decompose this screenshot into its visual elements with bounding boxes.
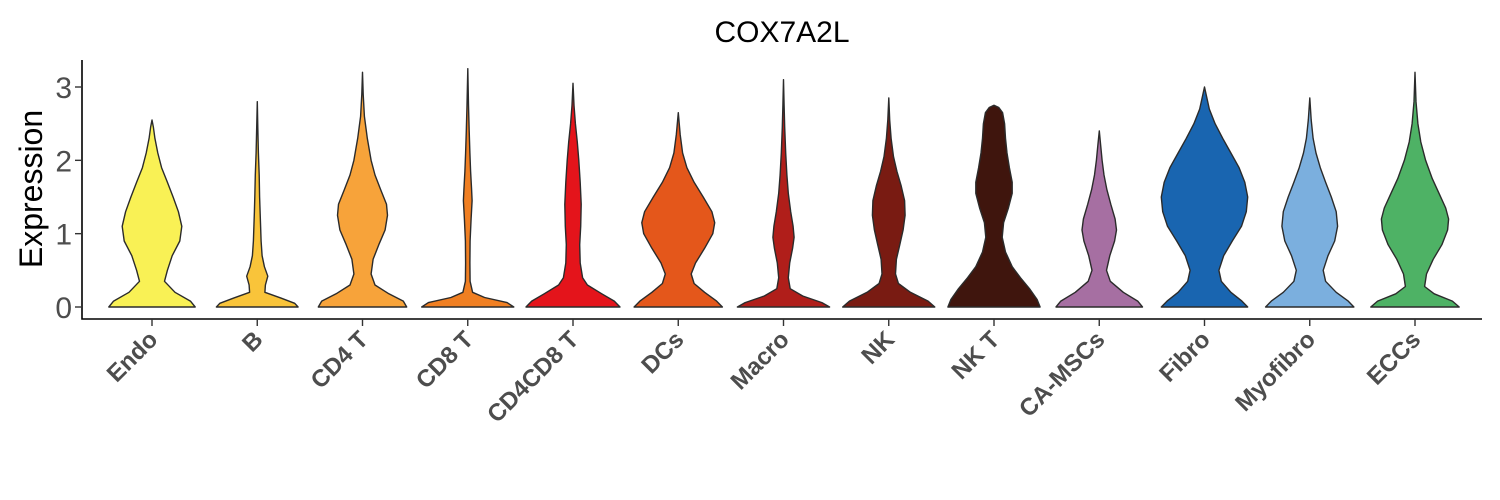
x-tick-label: DCs (636, 326, 689, 379)
violin-myofibro (1264, 97, 1355, 308)
x-tick-label: CD4CD8 T (482, 326, 584, 428)
violin-cd4cd8-t (525, 82, 621, 308)
x-tick-label: ECCs (1362, 326, 1426, 390)
y-tick-label: 2 (55, 145, 72, 178)
violin-group (108, 68, 1460, 308)
x-tick-label: CD8 T (411, 326, 479, 394)
y-axis-label: Expression (13, 110, 49, 268)
axis-lines (81, 60, 1482, 320)
x-tick-label: NK (856, 326, 900, 370)
y-axis-ticks: 0 1 2 3 (55, 72, 82, 325)
x-tick-label: CD4 T (306, 326, 374, 394)
violin-cd4-t (317, 71, 408, 308)
violin-endo (108, 119, 196, 308)
violin-nk (842, 97, 936, 308)
y-tick-label: 3 (55, 72, 72, 105)
chart-title: COX7A2L (714, 16, 849, 49)
x-axis-ticks: Endo B CD4 T CD8 T CD4CD8 T DCs Macro NK NK T CA-… (102, 319, 1426, 428)
violin-macro (736, 79, 831, 308)
x-tick-label: Macro (726, 326, 795, 395)
x-tick-label: B (237, 326, 268, 357)
violin-fibro (1160, 86, 1249, 308)
x-tick-label: NK T (947, 326, 1006, 385)
violin-eccs (1370, 71, 1460, 308)
x-tick-label: Myofibro (1230, 326, 1321, 417)
y-tick-label: 0 (55, 292, 72, 325)
violin-ca-mscs (1055, 130, 1144, 308)
violin-b (215, 101, 299, 308)
x-tick-label: CA-MSCs (1014, 326, 1110, 422)
y-tick-label: 1 (55, 219, 72, 252)
violin-dcs (633, 112, 724, 308)
x-tick-label: Fibro (1154, 326, 1216, 388)
axes (81, 60, 1482, 320)
x-tick-label: Endo (102, 326, 164, 388)
violin-nk-t (947, 104, 1041, 308)
violin-cd8-t (421, 68, 515, 308)
